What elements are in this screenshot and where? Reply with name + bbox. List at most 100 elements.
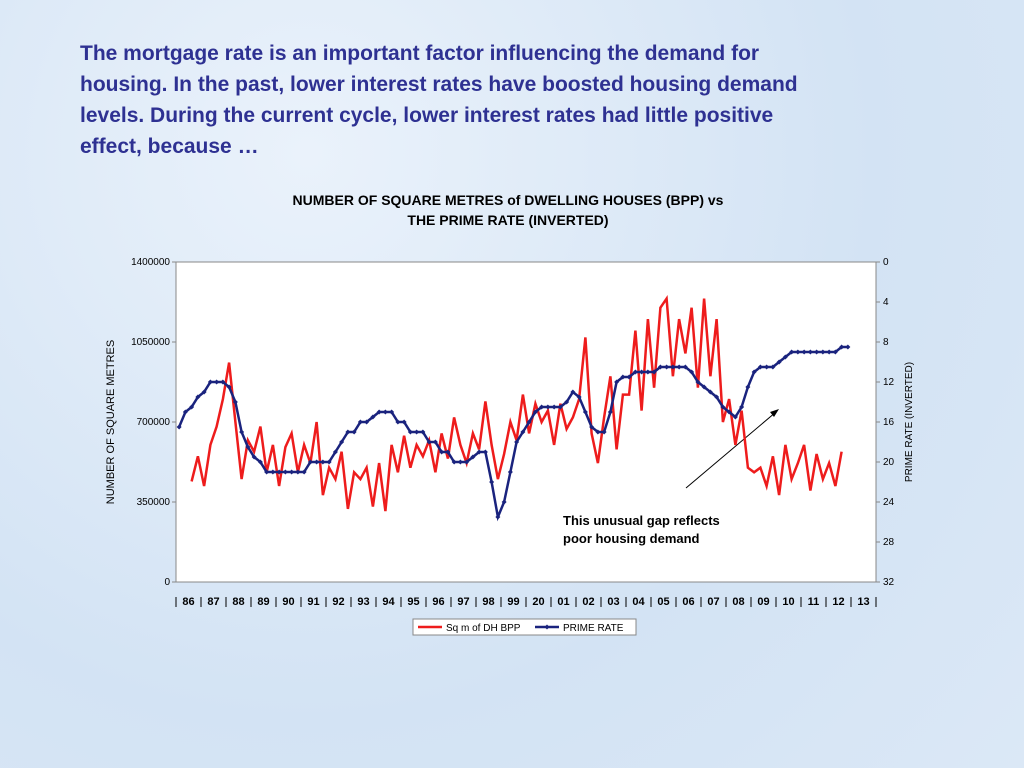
point-marker <box>651 369 657 375</box>
x-tick-label: 90 <box>282 596 294 608</box>
point-marker <box>657 364 663 370</box>
y2-tick-label: 28 <box>883 537 895 548</box>
point-marker <box>301 469 307 475</box>
point-marker <box>814 349 820 355</box>
point-marker <box>545 404 551 410</box>
point-marker <box>470 454 476 460</box>
intro-line: effect, because … <box>80 135 259 158</box>
point-marker <box>189 404 195 410</box>
legend-marker <box>544 624 550 630</box>
y2-tick-label: 24 <box>883 497 895 508</box>
point-marker <box>576 394 582 400</box>
point-marker <box>464 459 470 465</box>
point-marker <box>307 459 313 465</box>
intro-line: The mortgage rate is an important factor… <box>80 42 760 65</box>
point-marker <box>332 449 338 455</box>
y2-tick-label: 8 <box>883 337 889 348</box>
point-marker <box>682 364 688 370</box>
y2-tick-label: 4 <box>883 297 889 308</box>
point-marker <box>214 379 220 385</box>
annotation-arrow <box>685 411 777 489</box>
point-marker <box>514 439 520 445</box>
x-tick-label: 11 <box>808 596 820 608</box>
point-marker <box>689 369 695 375</box>
point-marker <box>664 364 670 370</box>
annotation: This unusual gap reflects <box>563 513 720 528</box>
point-marker <box>439 449 445 455</box>
x-tick-label: 03 <box>607 596 619 608</box>
y-tick-label: 350000 <box>137 497 171 508</box>
point-marker <box>714 394 720 400</box>
chart-title: NUMBER OF SQUARE METRES of DWELLING HOUS… <box>293 192 724 208</box>
point-marker <box>557 404 563 410</box>
x-tick-label: 02 <box>582 596 594 608</box>
x-tick-label: 93 <box>357 596 369 608</box>
point-marker <box>582 409 588 415</box>
point-marker <box>551 404 557 410</box>
y-tick-label: 700000 <box>137 417 171 428</box>
x-tick-label: 87 <box>207 596 219 608</box>
point-marker <box>320 459 326 465</box>
point-marker <box>507 469 513 475</box>
point-marker <box>789 349 795 355</box>
point-marker <box>526 419 532 425</box>
point-marker <box>626 374 632 380</box>
point-marker <box>826 349 832 355</box>
intro-line: housing. In the past, lower interest rat… <box>80 73 798 96</box>
point-marker <box>595 429 601 435</box>
x-tick-label: 20 <box>532 596 544 608</box>
point-marker <box>232 399 238 405</box>
point-marker <box>782 354 788 360</box>
x-tick-label: 12 <box>832 596 844 608</box>
intro-text: The mortgage rate is an important factor… <box>80 38 798 162</box>
x-tick-label: 99 <box>507 596 519 608</box>
y-tick-label: 1050000 <box>131 337 170 348</box>
point-marker <box>420 429 426 435</box>
legend <box>412 618 637 636</box>
point-marker <box>639 369 645 375</box>
y2-tick-label: 12 <box>883 377 895 388</box>
y2-tick-label: 32 <box>883 577 895 588</box>
point-marker <box>257 459 263 465</box>
point-marker <box>357 419 363 425</box>
point-marker <box>182 409 188 415</box>
x-tick-label: 07 <box>707 596 719 608</box>
point-marker <box>395 419 401 425</box>
point-marker <box>732 414 738 420</box>
x-tick-label: 91 <box>307 596 319 608</box>
x-tick-label: 98 <box>482 596 494 608</box>
point-marker <box>476 449 482 455</box>
point-marker <box>695 379 701 385</box>
x-tick-label: 97 <box>457 596 469 608</box>
x-tick-label: 05 <box>657 596 669 608</box>
point-marker <box>670 364 676 370</box>
x-tick-label: 06 <box>682 596 694 608</box>
x-tick-label: 08 <box>732 596 744 608</box>
point-marker <box>707 389 713 395</box>
x-tick-label: 04 <box>632 596 645 608</box>
point-marker <box>226 384 232 390</box>
plot-area <box>175 261 877 583</box>
point-marker <box>532 409 538 415</box>
point-marker <box>501 499 507 505</box>
point-marker <box>801 349 807 355</box>
point-marker <box>564 399 570 405</box>
point-marker <box>176 424 182 430</box>
x-tick-label: 89 <box>257 596 269 608</box>
point-marker <box>370 414 376 420</box>
point-marker <box>770 364 776 370</box>
y-axis-label: NUMBER OF SQUARE METRES <box>105 340 117 504</box>
x-tick-label: 94 <box>382 596 395 608</box>
point-marker <box>220 379 226 385</box>
legend-label: Sq m of DH BPP <box>446 623 521 634</box>
point-marker <box>720 404 726 410</box>
y2-tick-label: 0 <box>883 257 889 268</box>
point-marker <box>264 469 270 475</box>
point-marker <box>245 444 251 450</box>
point-marker <box>726 409 732 415</box>
point-marker <box>807 349 813 355</box>
legend-label: PRIME RATE <box>563 623 624 634</box>
point-marker <box>195 394 201 400</box>
